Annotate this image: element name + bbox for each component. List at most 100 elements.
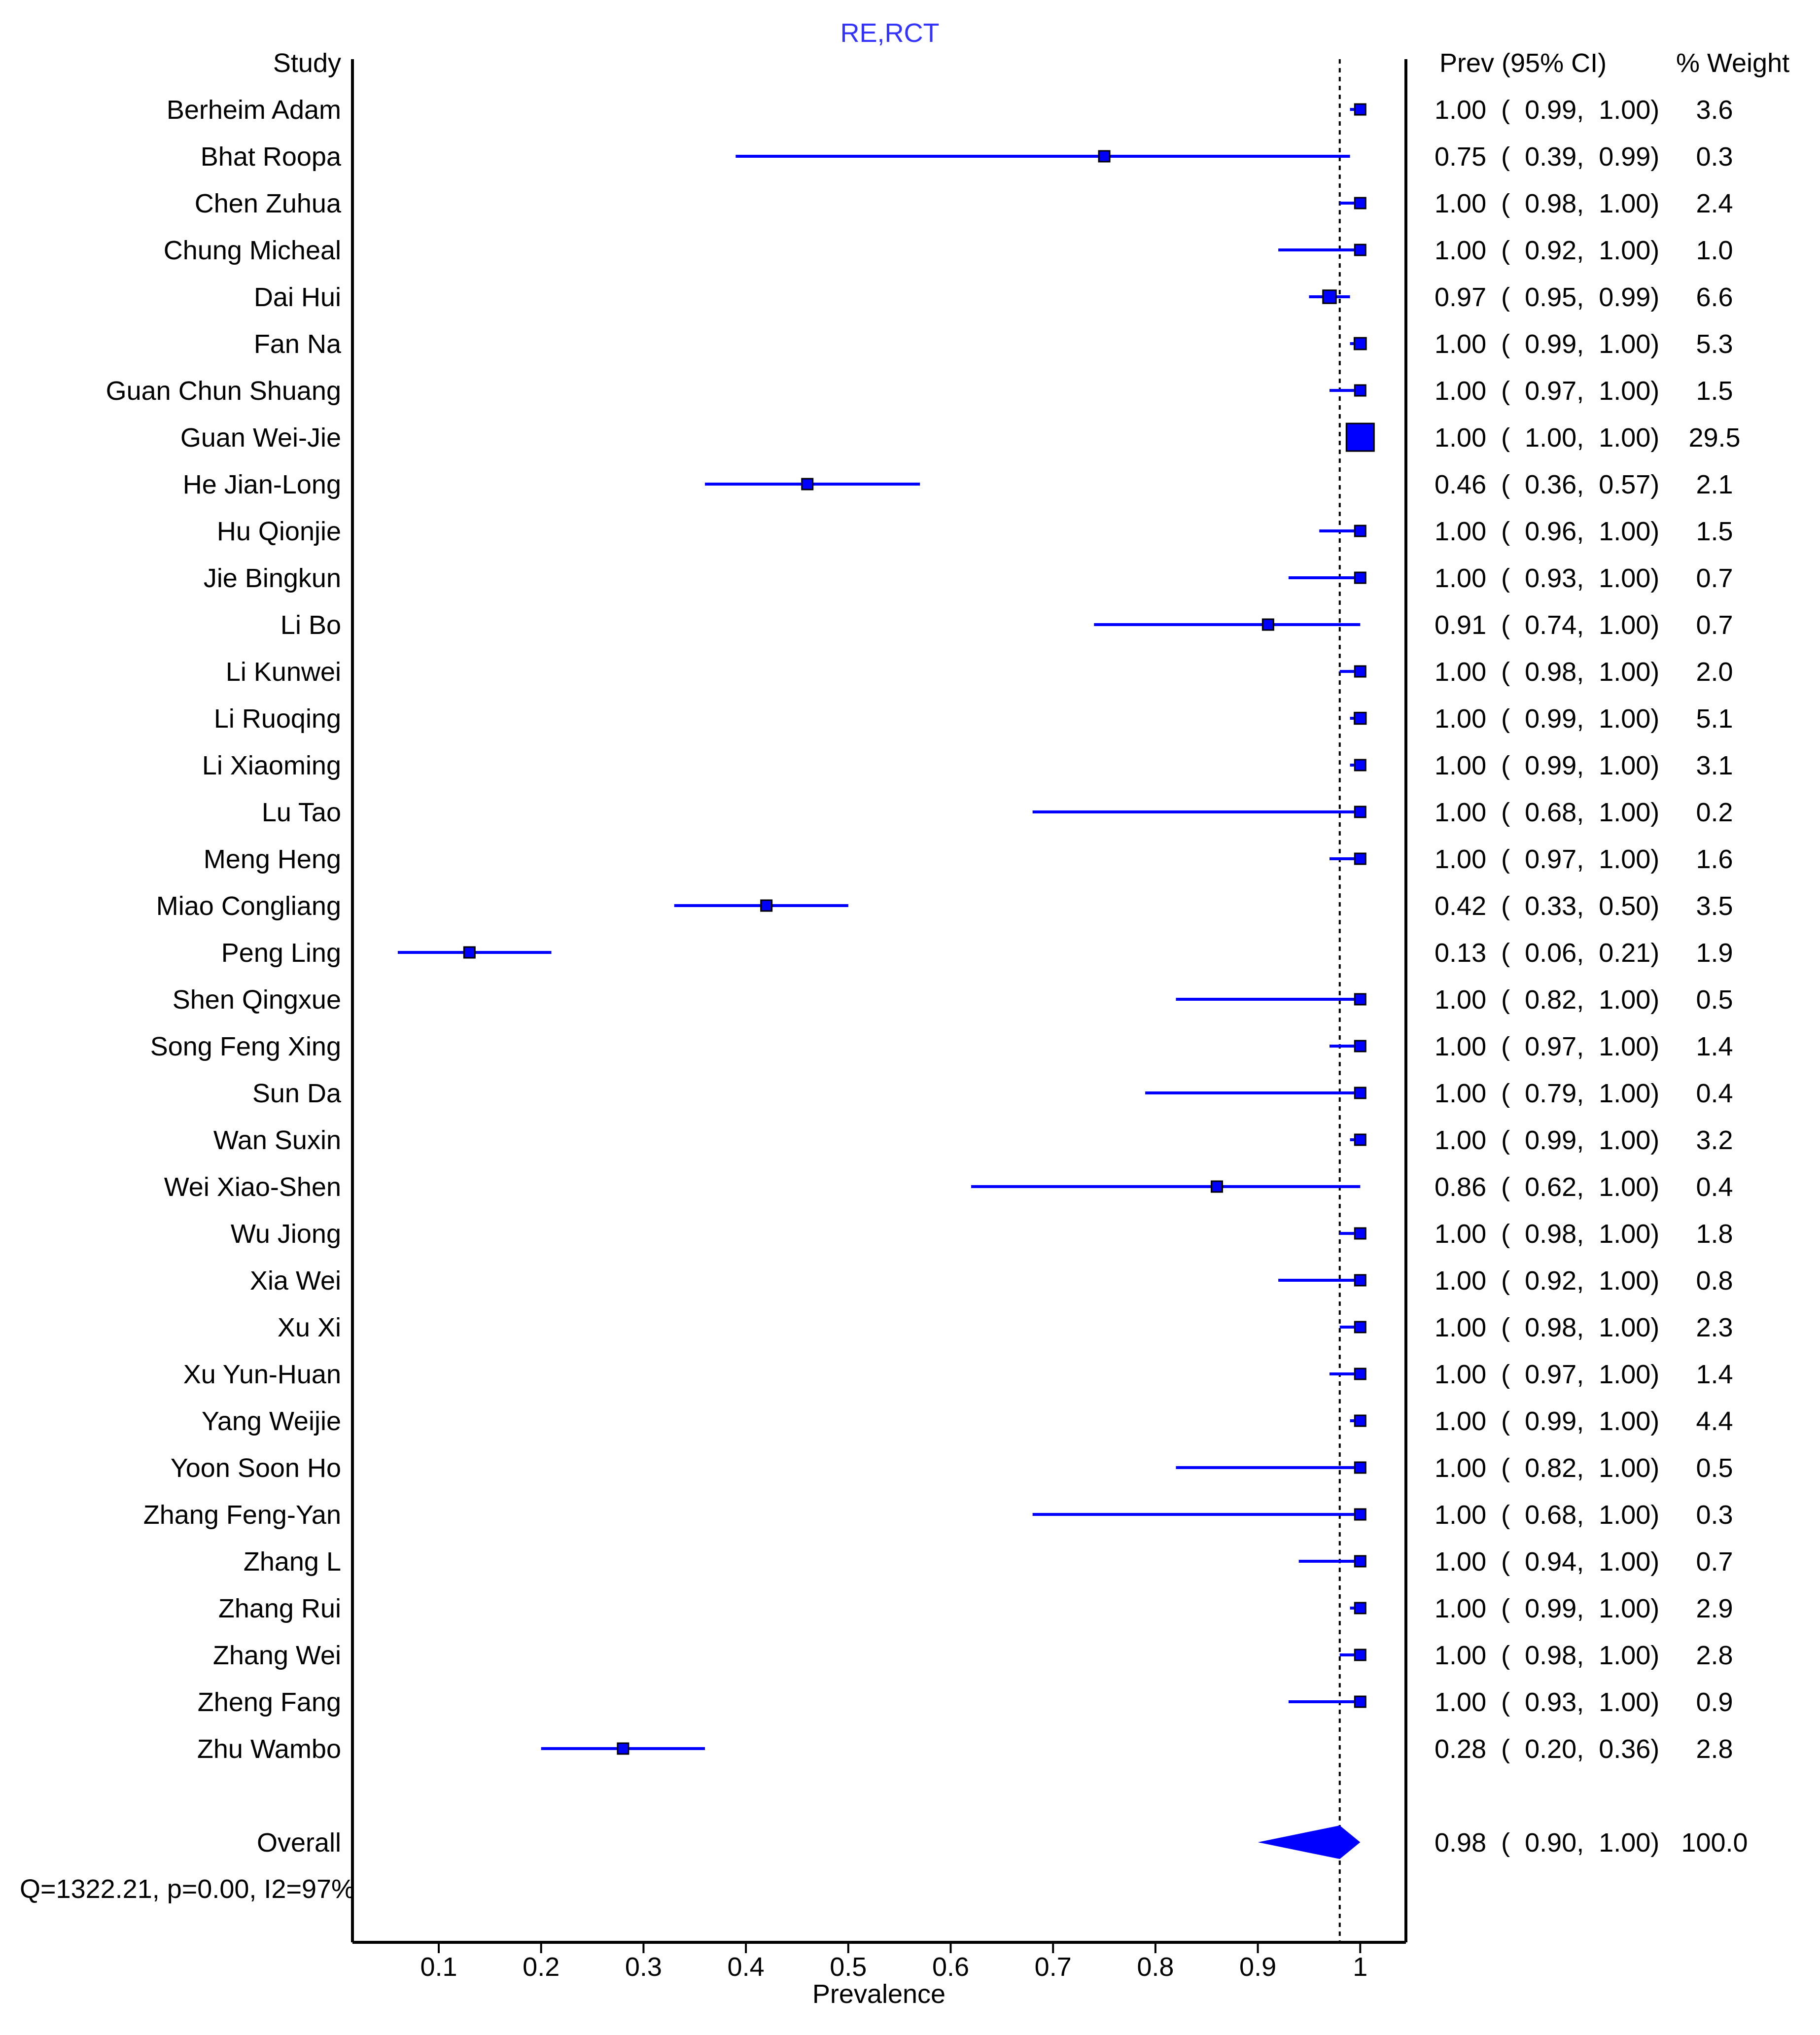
study-name: Li Ruoqing bbox=[214, 704, 341, 734]
weight-label: 2.8 bbox=[1696, 1734, 1733, 1764]
study-row: Guan Chun Shuang 1.00 ( 0.97, 1.00) 1.5 bbox=[106, 376, 1733, 406]
weight-label: 0.8 bbox=[1696, 1266, 1733, 1296]
study-row: Sun Da 1.00 ( 0.79, 1.00) 0.4 bbox=[252, 1079, 1733, 1108]
point-estimate bbox=[1354, 852, 1366, 865]
study-name: Li Bo bbox=[280, 610, 341, 640]
x-tick-label: 0.4 bbox=[728, 1952, 765, 1982]
overall-weight-label: 100.0 bbox=[1681, 1828, 1748, 1858]
study-row: Berheim Adam 1.00 ( 0.99, 1.00) 3.6 bbox=[167, 95, 1733, 125]
study-name: Yang Weijie bbox=[202, 1406, 341, 1436]
study-name: Berheim Adam bbox=[167, 95, 341, 125]
study-row: Wei Xiao-Shen 0.86 ( 0.62, 1.00) 0.4 bbox=[164, 1172, 1733, 1202]
x-axis-label: Prevalence bbox=[812, 1979, 945, 2009]
point-estimate bbox=[1354, 1508, 1366, 1521]
overall-ci-label: 0.98 ( 0.90, 1.00) bbox=[1435, 1828, 1659, 1858]
weight-label: 0.4 bbox=[1696, 1079, 1733, 1108]
study-row: Lu Tao 1.00 ( 0.68, 1.00) 0.2 bbox=[262, 798, 1733, 827]
study-row: Yoon Soon Ho 1.00 ( 0.82, 1.00) 0.5 bbox=[171, 1453, 1733, 1483]
study-name: Dai Hui bbox=[254, 282, 341, 312]
weight-label: 1.9 bbox=[1696, 938, 1733, 968]
study-row: Xia Wei 1.00 ( 0.92, 1.00) 0.8 bbox=[250, 1266, 1733, 1296]
weight-label: 2.0 bbox=[1696, 657, 1733, 687]
study-row: Li Xiaoming 1.00 ( 0.99, 1.00) 3.1 bbox=[202, 751, 1733, 780]
point-estimate bbox=[1354, 103, 1366, 116]
ci-label: 1.00 ( 0.96, 1.00) bbox=[1435, 517, 1659, 546]
weight-label: 0.3 bbox=[1696, 142, 1733, 172]
study-row: Song Feng Xing 1.00 ( 0.97, 1.00) 1.4 bbox=[150, 1032, 1733, 1061]
x-tick-label: 0.3 bbox=[625, 1952, 662, 1982]
heterogeneity-stats: Q=1322.21, p=0.00, I2=97% bbox=[20, 1874, 355, 1904]
weight-label: 2.4 bbox=[1696, 189, 1733, 218]
weight-label: 6.6 bbox=[1696, 282, 1733, 312]
ci-label: 1.00 ( 0.98, 1.00) bbox=[1435, 1641, 1659, 1670]
weight-label: 1.0 bbox=[1696, 236, 1733, 265]
weight-label: 1.5 bbox=[1696, 517, 1733, 546]
point-estimate bbox=[1354, 1087, 1366, 1099]
point-estimate bbox=[801, 478, 814, 491]
overall-diamond bbox=[1258, 1825, 1361, 1859]
ci-label: 1.00 ( 0.99, 1.00) bbox=[1435, 329, 1659, 359]
point-estimate bbox=[617, 1742, 630, 1755]
ci-label: 0.86 ( 0.62, 1.00) bbox=[1435, 1172, 1659, 1202]
weight-label: 5.3 bbox=[1696, 329, 1733, 359]
ci-label: 0.46 ( 0.36, 0.57) bbox=[1435, 470, 1659, 499]
study-row: Fan Na 1.00 ( 0.99, 1.00) 5.3 bbox=[254, 329, 1733, 359]
study-row: Shen Qingxue 1.00 ( 0.82, 1.00) 0.5 bbox=[173, 985, 1733, 1015]
study-name: He Jian-Long bbox=[183, 470, 341, 499]
study-row: Zhang Feng-Yan 1.00 ( 0.68, 1.00) 0.3 bbox=[143, 1500, 1733, 1530]
study-name: Wei Xiao-Shen bbox=[164, 1172, 341, 1202]
point-estimate bbox=[1354, 1555, 1366, 1568]
ci-label: 1.00 ( 0.99, 1.00) bbox=[1435, 751, 1659, 780]
ci-label: 1.00 ( 0.99, 1.00) bbox=[1435, 1406, 1659, 1436]
point-estimate bbox=[1354, 1649, 1366, 1661]
overall-label: Overall bbox=[257, 1828, 341, 1858]
weight-label: 0.2 bbox=[1696, 798, 1733, 827]
study-name: Shen Qingxue bbox=[173, 985, 341, 1015]
ci-label: 1.00 ( 0.79, 1.00) bbox=[1435, 1079, 1659, 1108]
study-name: Guan Chun Shuang bbox=[106, 376, 341, 406]
study-name: Wan Suxin bbox=[213, 1125, 341, 1155]
weight-label: 4.4 bbox=[1696, 1406, 1733, 1436]
study-row: Li Ruoqing 1.00 ( 0.99, 1.00) 5.1 bbox=[214, 704, 1733, 734]
study-row: Li Kunwei 1.00 ( 0.98, 1.00) 2.0 bbox=[226, 657, 1733, 687]
ci-label: 1.00 ( 0.92, 1.00) bbox=[1435, 1266, 1659, 1296]
weight-label: 3.1 bbox=[1696, 751, 1733, 780]
ci-label: 1.00 ( 0.99, 1.00) bbox=[1435, 95, 1659, 125]
ci-label: 1.00 ( 0.93, 1.00) bbox=[1435, 563, 1659, 593]
point-estimate bbox=[760, 899, 773, 912]
study-row: Xu Yun-Huan 1.00 ( 0.97, 1.00) 1.4 bbox=[183, 1360, 1733, 1389]
ci-label: 1.00 ( 0.97, 1.00) bbox=[1435, 844, 1659, 874]
point-estimate bbox=[1322, 289, 1337, 304]
study-row: Miao Congliang 0.42 ( 0.33, 0.50) 3.5 bbox=[156, 891, 1733, 921]
point-estimate bbox=[1098, 150, 1111, 163]
ci-label: 0.97 ( 0.95, 0.99) bbox=[1435, 282, 1659, 312]
ci-label: 1.00 ( 0.98, 1.00) bbox=[1435, 1313, 1659, 1342]
study-name: Zhang Wei bbox=[213, 1641, 341, 1670]
point-estimate bbox=[1354, 244, 1366, 256]
x-tick-label: 0.6 bbox=[932, 1952, 969, 1982]
ci-label: 0.28 ( 0.20, 0.36) bbox=[1435, 1734, 1659, 1764]
point-estimate bbox=[1261, 618, 1274, 631]
ci-label: 0.13 ( 0.06, 0.21) bbox=[1435, 938, 1659, 968]
point-estimate bbox=[1211, 1180, 1224, 1193]
ci-label: 1.00 ( 0.97, 1.00) bbox=[1435, 1360, 1659, 1389]
ci-label: 0.42 ( 0.33, 0.50) bbox=[1435, 891, 1659, 921]
weight-label: 0.5 bbox=[1696, 1453, 1733, 1483]
weight-label: 0.7 bbox=[1696, 563, 1733, 593]
point-estimate bbox=[1354, 665, 1366, 678]
point-estimate bbox=[1354, 1602, 1366, 1614]
study-row: Guan Wei-Jie 1.00 ( 1.00, 1.00) 29.5 bbox=[180, 422, 1741, 453]
study-name: Song Feng Xing bbox=[150, 1032, 341, 1061]
point-estimate bbox=[1354, 1461, 1366, 1474]
weight-label: 1.5 bbox=[1696, 376, 1733, 406]
point-estimate bbox=[1345, 422, 1375, 452]
study-row: Wu Jiong 1.00 ( 0.98, 1.00) 1.8 bbox=[231, 1219, 1733, 1249]
study-row: Zhang Wei 1.00 ( 0.98, 1.00) 2.8 bbox=[213, 1641, 1733, 1670]
study-row: Zheng Fang 1.00 ( 0.93, 1.00) 0.9 bbox=[198, 1687, 1733, 1717]
study-name: Lu Tao bbox=[262, 798, 341, 827]
header-weight: % Weight bbox=[1676, 48, 1789, 78]
point-estimate bbox=[1353, 337, 1367, 351]
study-name: Xu Xi bbox=[278, 1313, 341, 1342]
study-row: Xu Xi 1.00 ( 0.98, 1.00) 2.3 bbox=[278, 1313, 1733, 1342]
